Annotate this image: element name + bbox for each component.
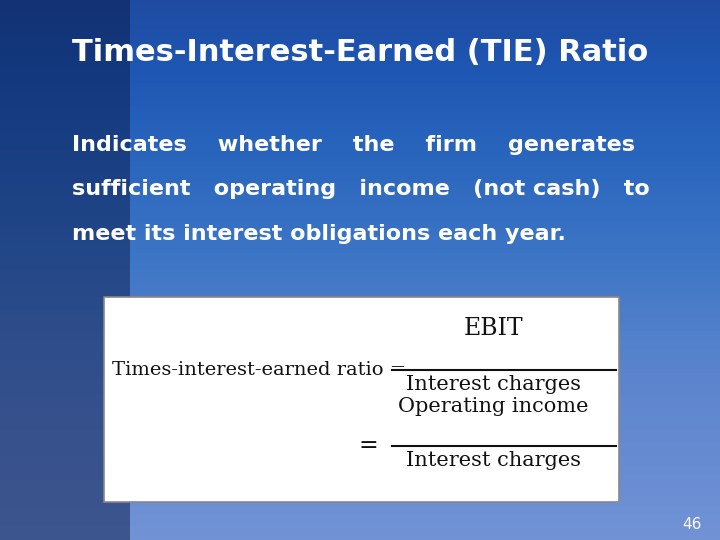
Text: 46: 46 <box>683 517 702 532</box>
Text: Interest charges: Interest charges <box>405 375 581 394</box>
Text: Interest charges: Interest charges <box>405 451 581 470</box>
Text: Operating income: Operating income <box>398 397 588 416</box>
Text: =: = <box>359 434 378 457</box>
FancyBboxPatch shape <box>104 297 619 502</box>
FancyBboxPatch shape <box>0 0 130 540</box>
Text: Indicates    whether    the    firm    generates: Indicates whether the firm generates <box>72 135 635 155</box>
Text: Times-interest-earned ratio =: Times-interest-earned ratio = <box>112 361 406 379</box>
Text: meet its interest obligations each year.: meet its interest obligations each year. <box>72 224 566 244</box>
Text: Times-Interest-Earned (TIE) Ratio: Times-Interest-Earned (TIE) Ratio <box>72 38 648 67</box>
Text: sufficient   operating   income   (not cash)   to: sufficient operating income (not cash) t… <box>72 179 649 199</box>
Text: EBIT: EBIT <box>464 317 523 340</box>
